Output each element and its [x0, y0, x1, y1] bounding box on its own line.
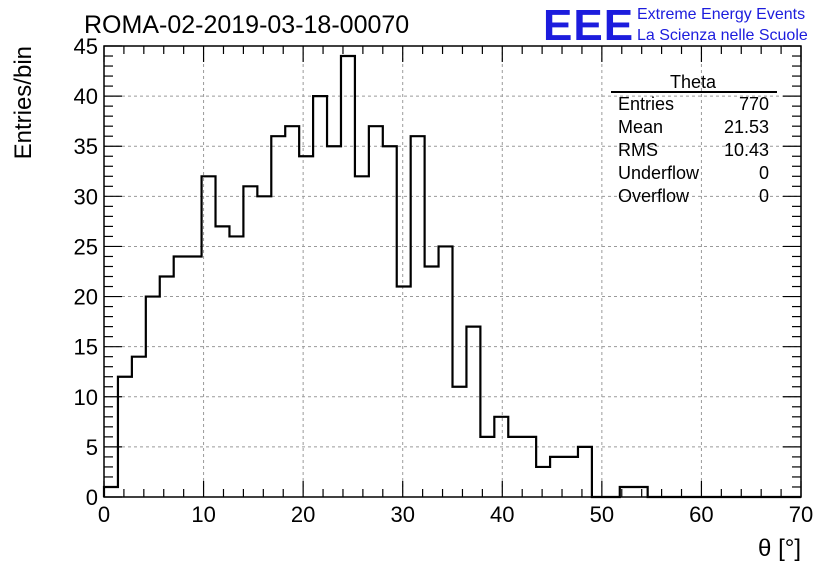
x-tick-label: 60	[689, 502, 713, 527]
stats-value: 21.53	[724, 117, 769, 137]
histogram-bin	[285, 126, 299, 497]
y-tick-label: 25	[74, 234, 98, 259]
histogram-bin	[341, 56, 355, 497]
histogram-series	[102, 54, 801, 499]
histogram-bin	[146, 297, 160, 497]
histogram-bin	[536, 467, 550, 497]
y-tick-label: 5	[86, 435, 98, 460]
stats-value: 0	[759, 163, 769, 183]
stats-label: Overflow	[618, 186, 690, 206]
stats-value: 0	[759, 186, 769, 206]
histogram-bin	[257, 196, 271, 497]
y-tick-label: 10	[74, 385, 98, 410]
stats-label: RMS	[618, 140, 658, 160]
y-axis-label: Entries/bin	[10, 46, 37, 159]
stats-rows: Entries 770 Mean 21.53 RMS 10.43 Underflow 0 Ove…	[618, 94, 769, 206]
histogram-bin	[271, 136, 285, 497]
histogram-bin	[229, 236, 243, 497]
histogram-bin	[564, 457, 578, 497]
histogram-bin	[466, 327, 480, 497]
histogram-bin	[494, 417, 508, 497]
x-tick-label: 70	[789, 502, 813, 527]
histogram-bin	[453, 387, 467, 497]
histogram-bin	[383, 146, 397, 497]
histogram-bin	[411, 136, 425, 497]
stats-label: Underflow	[618, 163, 700, 183]
x-tick-label: 50	[590, 502, 614, 527]
y-tick-label: 35	[74, 134, 98, 159]
histogram-bin	[578, 447, 592, 497]
histogram-bin	[397, 287, 411, 497]
histogram-bin	[480, 437, 494, 497]
chart-title: ROMA-02-2019-03-18-00070	[84, 11, 409, 39]
histogram-bin	[132, 357, 146, 497]
axis-ticks	[103, 45, 802, 498]
stats-box: Theta Entries 770 Mean 21.53 RMS 10.43 Underfl…	[611, 72, 777, 206]
histogram-bin	[369, 126, 383, 497]
histogram-bin	[202, 176, 216, 497]
histogram-bin	[118, 377, 132, 497]
y-tick-label: 45	[74, 34, 98, 59]
histogram-bin	[508, 437, 522, 497]
plot-border	[103, 45, 802, 498]
x-tick-label: 30	[390, 502, 414, 527]
stats-value: 10.43	[724, 140, 769, 160]
histogram-bin	[327, 146, 341, 497]
histogram-outline	[102, 54, 801, 499]
histogram-bin	[216, 226, 230, 497]
x-axis-label: θ [°]	[758, 535, 801, 562]
stats-label: Entries	[618, 94, 674, 114]
stats-label: Mean	[618, 117, 663, 137]
x-tick-label: 40	[490, 502, 514, 527]
brand-line-1: Extreme Energy Events	[637, 6, 805, 23]
x-tick-label: 10	[191, 502, 215, 527]
histogram-bin	[634, 487, 648, 497]
x-tick-label: 0	[98, 502, 110, 527]
y-tick-label: 0	[86, 485, 98, 510]
y-tick-label: 20	[74, 285, 98, 310]
tick-labels: 0 10 20 30 40 50 60 70 0 5 10 15 20 25 30 35 40 45	[74, 34, 814, 527]
histogram-bin	[299, 156, 313, 497]
plot-frame	[103, 45, 802, 498]
histogram-bin	[355, 176, 369, 497]
histogram-bin	[522, 437, 536, 497]
stats-value: 770	[739, 94, 769, 114]
histogram-bin	[160, 277, 174, 497]
histogram-bin	[313, 96, 327, 497]
histogram-bin	[174, 256, 188, 497]
eee-logo: EEE	[543, 1, 634, 50]
y-tick-label: 40	[74, 84, 98, 109]
brand-line-2: La Scienza nelle Scuole	[637, 27, 808, 44]
brand-logo: EEE Extreme Energy Events La Scienza nel…	[543, 1, 808, 50]
y-tick-label: 15	[74, 335, 98, 360]
histogram-bin	[425, 266, 439, 497]
histogram-bin	[188, 256, 202, 497]
y-tick-label: 30	[74, 184, 98, 209]
histogram-bin	[104, 487, 118, 497]
x-tick-label: 20	[291, 502, 315, 527]
histogram-bin	[439, 246, 453, 497]
stats-title: Theta	[670, 72, 717, 92]
histogram-bin	[243, 186, 257, 497]
